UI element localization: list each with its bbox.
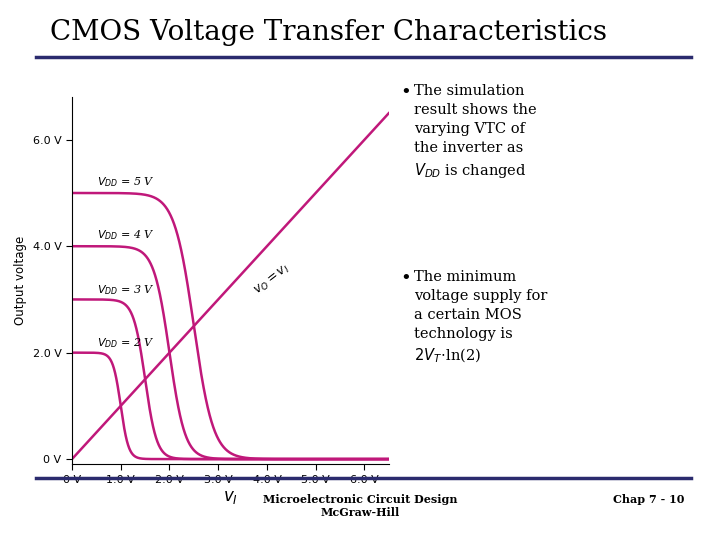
Text: •: • [400,84,411,102]
Text: The simulation
result shows the
varying VTC of
the inverter as
$V_{DD}$ is chang: The simulation result shows the varying … [414,84,536,180]
X-axis label: $v_I$: $v_I$ [223,488,238,505]
Text: The minimum
voltage supply for
a certain MOS
technology is
$2V_T\!\cdot\!$ln(2): The minimum voltage supply for a certain… [414,270,547,366]
Text: $v_O = v_I$: $v_O = v_I$ [252,262,293,298]
Y-axis label: Output voltage: Output voltage [14,236,27,326]
Text: $V_{DD}$ = 4 V: $V_{DD}$ = 4 V [97,228,156,242]
Text: CMOS Voltage Transfer Characteristics: CMOS Voltage Transfer Characteristics [50,19,608,46]
Text: Chap 7 - 10: Chap 7 - 10 [613,494,684,505]
Text: $V_{DD}$ = 2 V: $V_{DD}$ = 2 V [97,336,156,350]
Text: Microelectronic Circuit Design
McGraw-Hill: Microelectronic Circuit Design McGraw-Hi… [263,494,457,518]
Text: •: • [400,270,411,288]
Text: $V_{DD}$ = 3 V: $V_{DD}$ = 3 V [97,283,156,297]
Text: $V_{DD}$ = 5 V: $V_{DD}$ = 5 V [97,175,156,189]
